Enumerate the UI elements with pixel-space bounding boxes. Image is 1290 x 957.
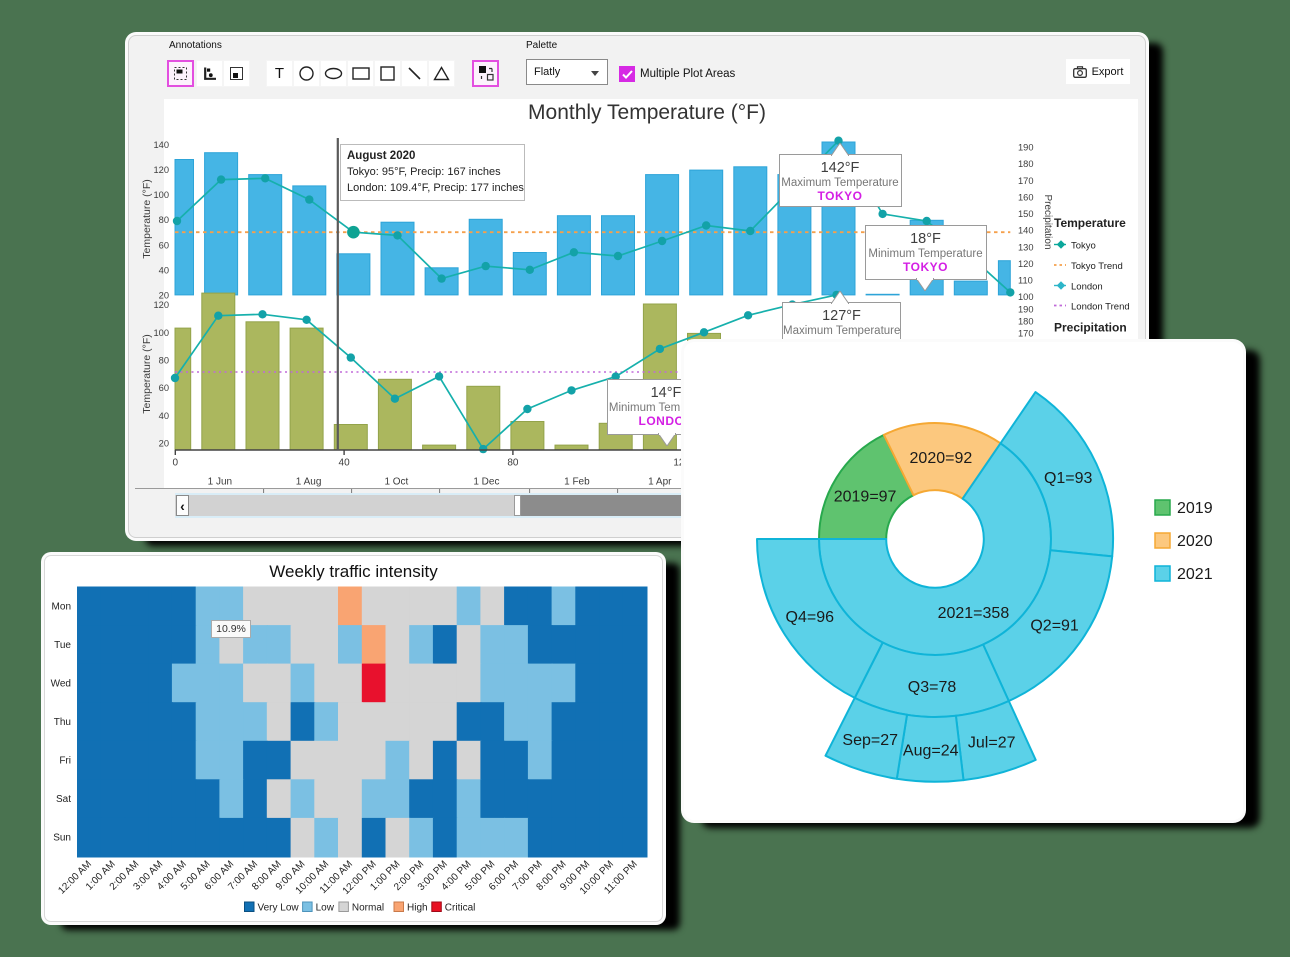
svg-text:Q1=93: Q1=93 bbox=[1044, 470, 1093, 487]
svg-text:20: 20 bbox=[159, 439, 169, 449]
svg-text:1 Dec: 1 Dec bbox=[473, 477, 499, 488]
svg-text:Critical: Critical bbox=[445, 903, 476, 914]
svg-text:Temperature (°F): Temperature (°F) bbox=[141, 334, 153, 413]
svg-text:Sun: Sun bbox=[53, 833, 71, 844]
svg-text:100: 100 bbox=[153, 328, 169, 338]
svg-text:Fri: Fri bbox=[59, 756, 71, 767]
svg-text:Sat: Sat bbox=[56, 794, 71, 805]
svg-text:120: 120 bbox=[153, 300, 169, 310]
svg-text:Aug=24: Aug=24 bbox=[903, 742, 959, 759]
svg-text:1 Oct: 1 Oct bbox=[384, 477, 408, 488]
svg-text:Low: Low bbox=[316, 903, 335, 914]
svg-text:Jul=27: Jul=27 bbox=[968, 735, 1016, 752]
svg-text:High: High bbox=[407, 903, 428, 914]
svg-text:40: 40 bbox=[159, 265, 169, 275]
svg-text:160: 160 bbox=[1018, 192, 1034, 202]
svg-text:Temperature (°F): Temperature (°F) bbox=[141, 179, 153, 258]
svg-text:150: 150 bbox=[1018, 209, 1034, 219]
svg-text:40: 40 bbox=[159, 411, 169, 421]
svg-text:Q2=91: Q2=91 bbox=[1030, 618, 1079, 635]
svg-text:Wed: Wed bbox=[51, 678, 71, 689]
svg-text:Mon: Mon bbox=[52, 601, 71, 612]
svg-text:100: 100 bbox=[153, 190, 169, 200]
svg-text:40: 40 bbox=[339, 458, 351, 469]
svg-text:190: 190 bbox=[1018, 305, 1034, 315]
svg-text:180: 180 bbox=[1018, 159, 1034, 169]
svg-text:170: 170 bbox=[1018, 328, 1034, 338]
svg-text:1 Aug: 1 Aug bbox=[296, 477, 322, 488]
svg-text:Tokyo: Tokyo bbox=[1071, 241, 1096, 252]
svg-text:Tue: Tue bbox=[54, 640, 71, 651]
svg-text:2020: 2020 bbox=[1177, 533, 1213, 550]
svg-text:1 Apr: 1 Apr bbox=[648, 477, 672, 488]
svg-text:Tokyo Trend: Tokyo Trend bbox=[1071, 261, 1123, 272]
svg-text:2019=97: 2019=97 bbox=[834, 488, 897, 505]
svg-text:1 Feb: 1 Feb bbox=[564, 477, 590, 488]
svg-text:Q4=96: Q4=96 bbox=[786, 609, 835, 626]
svg-text:120: 120 bbox=[673, 458, 690, 469]
svg-text:120: 120 bbox=[1018, 259, 1034, 269]
svg-text:60: 60 bbox=[159, 383, 169, 393]
svg-text:London Trend: London Trend bbox=[1071, 302, 1130, 313]
svg-text:2019: 2019 bbox=[1177, 500, 1213, 517]
svg-text:2021: 2021 bbox=[1177, 566, 1213, 583]
svg-text:100: 100 bbox=[1018, 292, 1034, 302]
svg-text:110: 110 bbox=[1018, 276, 1033, 286]
svg-text:1 Jun: 1 Jun bbox=[208, 477, 232, 488]
svg-text:Very Low: Very Low bbox=[258, 903, 300, 914]
svg-text:2020=92: 2020=92 bbox=[910, 450, 973, 467]
svg-text:0: 0 bbox=[173, 458, 179, 469]
svg-text:Precipitation: Precipitation bbox=[1042, 194, 1053, 249]
svg-text:Precipitation: Precipitation bbox=[1054, 321, 1127, 335]
svg-text:2021=358: 2021=358 bbox=[938, 605, 1010, 622]
svg-text:80: 80 bbox=[159, 215, 169, 225]
svg-text:140: 140 bbox=[153, 140, 169, 150]
svg-text:Thu: Thu bbox=[54, 717, 71, 728]
svg-text:Normal: Normal bbox=[352, 903, 384, 914]
svg-text:130: 130 bbox=[1018, 242, 1034, 252]
svg-text:12:00 AM: 12:00 AM bbox=[56, 859, 94, 897]
svg-text:60: 60 bbox=[159, 240, 169, 250]
svg-text:140: 140 bbox=[1018, 226, 1034, 236]
svg-text:80: 80 bbox=[507, 458, 519, 469]
svg-text:Sep=27: Sep=27 bbox=[842, 732, 898, 749]
svg-text:190: 190 bbox=[1018, 143, 1034, 153]
svg-text:Temperature: Temperature bbox=[1054, 216, 1126, 230]
svg-text:180: 180 bbox=[1018, 317, 1034, 327]
svg-text:20: 20 bbox=[159, 290, 169, 300]
svg-text:London: London bbox=[1071, 282, 1103, 293]
svg-text:Q3=78: Q3=78 bbox=[908, 679, 957, 696]
svg-text:120: 120 bbox=[153, 165, 169, 175]
svg-text:80: 80 bbox=[159, 356, 169, 366]
svg-text:170: 170 bbox=[1018, 176, 1034, 186]
